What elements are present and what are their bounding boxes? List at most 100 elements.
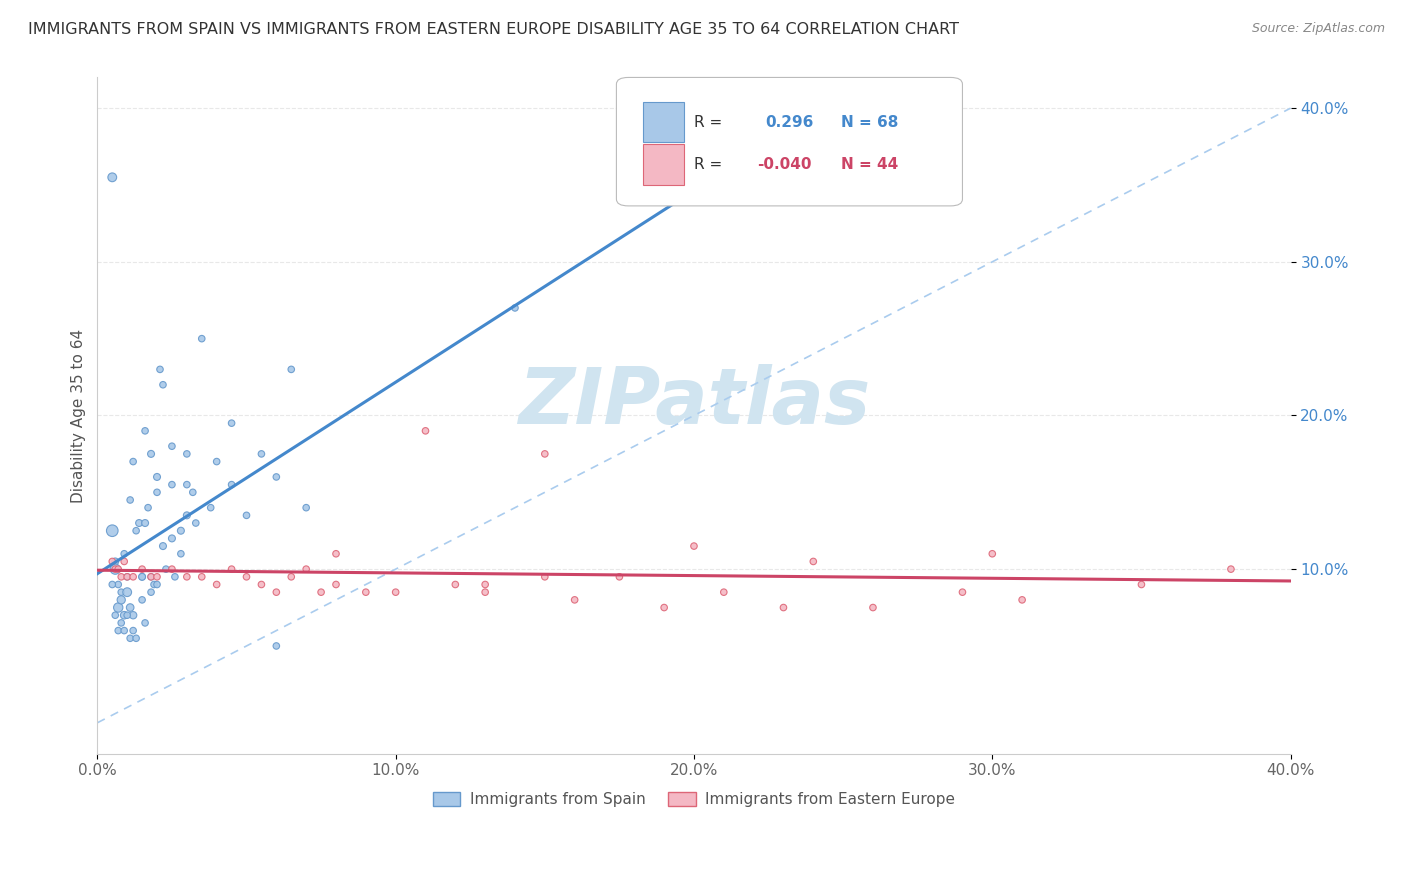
Point (176, 508, 198, 523)
Point (139, 447, 162, 461)
Point (112, 624, 135, 638)
Point (354, 585, 377, 599)
Point (134, 615, 156, 630)
Text: R =: R = (695, 115, 723, 129)
Y-axis label: Disability Age 35 to 64: Disability Age 35 to 64 (72, 328, 86, 502)
Point (122, 608, 145, 623)
Point (325, 547, 347, 561)
Point (110, 615, 132, 630)
Point (107, 562, 129, 576)
Point (184, 516, 207, 530)
Point (384, 585, 406, 599)
Point (115, 585, 138, 599)
Point (160, 532, 183, 546)
Point (139, 585, 162, 599)
FancyBboxPatch shape (616, 78, 963, 206)
Point (125, 524, 148, 538)
Point (266, 639, 288, 653)
Point (134, 424, 156, 438)
Point (131, 570, 153, 584)
Point (155, 562, 177, 576)
Point (952, 585, 974, 599)
Point (146, 570, 169, 584)
Point (107, 600, 129, 615)
Point (981, 547, 1004, 561)
Point (107, 624, 129, 638)
Point (266, 470, 288, 484)
Point (652, 600, 675, 615)
Point (152, 377, 174, 392)
Point (146, 577, 169, 591)
Text: N = 68: N = 68 (841, 115, 898, 129)
Point (266, 585, 288, 599)
Point (146, 470, 169, 484)
Point (101, 554, 124, 568)
Text: 0.296: 0.296 (766, 115, 814, 129)
Point (122, 454, 145, 468)
Point (125, 632, 148, 646)
Point (205, 454, 228, 468)
Point (139, 570, 162, 584)
Point (110, 592, 132, 607)
Point (295, 500, 318, 515)
Point (104, 562, 127, 576)
Point (1219, 562, 1241, 576)
Point (115, 608, 138, 623)
Point (115, 570, 138, 584)
Point (120, 493, 142, 508)
Point (235, 570, 257, 584)
Point (152, 539, 174, 553)
Point (131, 592, 153, 607)
Point (235, 508, 257, 523)
Point (101, 577, 124, 591)
Point (1130, 577, 1153, 591)
Point (250, 447, 273, 461)
Point (444, 577, 467, 591)
Text: R =: R = (695, 157, 723, 172)
Point (101, 170, 124, 185)
Point (110, 585, 132, 599)
Point (280, 570, 302, 584)
Point (104, 608, 127, 623)
Text: ZIPatlas: ZIPatlas (517, 364, 870, 440)
FancyBboxPatch shape (643, 102, 685, 143)
Point (112, 547, 135, 561)
Point (131, 570, 153, 584)
Point (862, 600, 884, 615)
Point (801, 554, 824, 568)
Point (131, 562, 153, 576)
Point (146, 485, 169, 500)
Point (170, 524, 193, 538)
Point (122, 570, 145, 584)
Point (280, 362, 302, 376)
Point (136, 500, 159, 515)
Point (160, 439, 183, 453)
Point (181, 485, 204, 500)
Point (533, 447, 555, 461)
Point (160, 562, 183, 576)
Point (200, 500, 222, 515)
Point (221, 477, 243, 491)
Point (128, 516, 150, 530)
Point (205, 577, 228, 591)
FancyBboxPatch shape (643, 145, 685, 185)
Point (176, 477, 198, 491)
Point (772, 600, 794, 615)
Point (107, 577, 129, 591)
Point (170, 547, 193, 561)
Text: N = 44: N = 44 (841, 157, 898, 172)
Legend: Immigrants from Spain, Immigrants from Eastern Europe: Immigrants from Spain, Immigrants from E… (427, 786, 962, 814)
Point (149, 362, 172, 376)
Point (120, 600, 142, 615)
Point (104, 554, 127, 568)
Point (143, 577, 166, 591)
Point (309, 585, 332, 599)
Point (1011, 592, 1033, 607)
Point (134, 516, 156, 530)
Point (112, 554, 135, 568)
Point (101, 524, 124, 538)
Point (139, 570, 162, 584)
Point (163, 570, 186, 584)
Text: Source: ZipAtlas.com: Source: ZipAtlas.com (1251, 22, 1385, 36)
Point (325, 577, 347, 591)
